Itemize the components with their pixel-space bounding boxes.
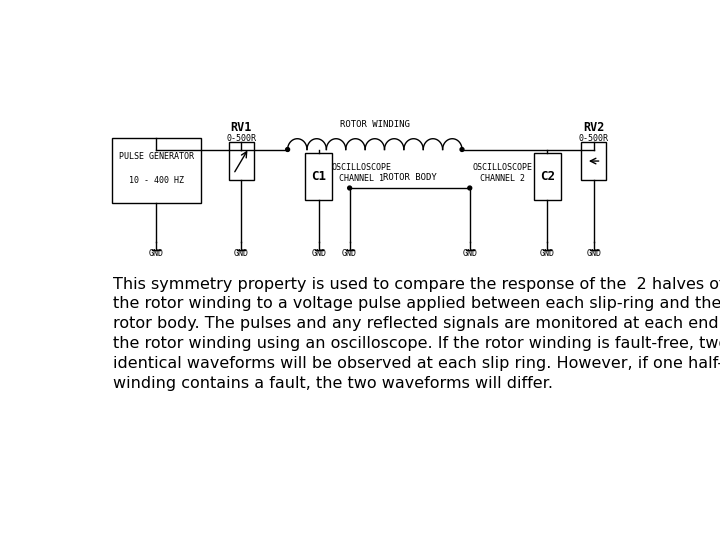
Text: PULSE GENERATOR: PULSE GENERATOR: [119, 152, 194, 161]
Text: 0-500R: 0-500R: [226, 134, 256, 143]
Text: OSCILLOSCOPE: OSCILLOSCOPE: [472, 163, 532, 172]
Text: OSCILLOSCOPE: OSCILLOSCOPE: [331, 163, 391, 172]
Text: GND: GND: [149, 249, 163, 258]
Text: 0-500R: 0-500R: [579, 134, 608, 143]
Text: RV1: RV1: [230, 122, 252, 134]
Text: CHANNEL 1: CHANNEL 1: [338, 174, 384, 183]
Text: GND: GND: [233, 249, 248, 258]
Text: C1: C1: [311, 170, 326, 183]
Text: GND: GND: [540, 249, 554, 258]
Circle shape: [460, 147, 464, 151]
Bar: [112, 138, 201, 204]
Text: This symmetry property is used to compare the response of the  2 halves of
the r: This symmetry property is used to compar…: [113, 276, 720, 390]
Text: ROTOR BODY: ROTOR BODY: [383, 173, 436, 182]
Bar: [581, 142, 606, 180]
Circle shape: [286, 147, 289, 151]
Text: GND: GND: [462, 249, 477, 258]
Circle shape: [348, 186, 351, 190]
Text: GND: GND: [342, 249, 357, 258]
Text: CHANNEL 2: CHANNEL 2: [480, 174, 525, 183]
Text: GND: GND: [311, 249, 326, 258]
Text: C2: C2: [540, 170, 554, 183]
Bar: [305, 153, 332, 200]
Circle shape: [468, 186, 472, 190]
Bar: [534, 153, 561, 200]
Text: ROTOR WINDING: ROTOR WINDING: [340, 120, 410, 130]
Text: RV2: RV2: [583, 122, 604, 134]
Bar: [229, 142, 253, 180]
Text: GND: GND: [586, 249, 601, 258]
Text: 10 - 400 HZ: 10 - 400 HZ: [129, 176, 184, 185]
